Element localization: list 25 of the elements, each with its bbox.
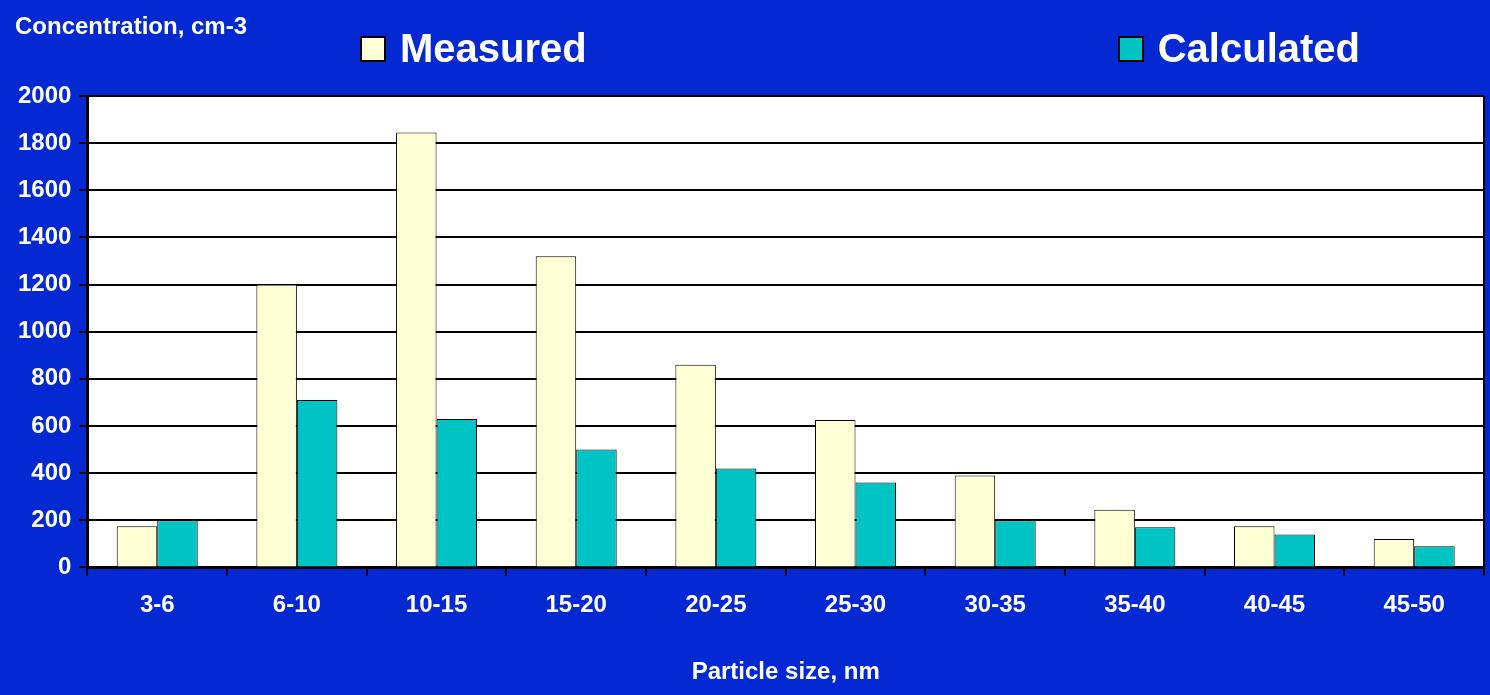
- y-tick-label: 0: [58, 552, 72, 580]
- x-tick-label: 15-20: [545, 590, 607, 618]
- y-tick-label: 1400: [18, 222, 72, 250]
- y-tick-label: 800: [31, 363, 72, 391]
- x-tick-label: 6-10: [272, 590, 321, 618]
- x-tick-label: 30-35: [964, 590, 1026, 618]
- y-axis-title: Concentration, cm-3: [14, 11, 248, 41]
- y-tick-label: 1200: [18, 269, 72, 297]
- y-tick-label: 2000: [18, 80, 72, 108]
- y-tick-label: 1800: [18, 127, 72, 155]
- y-tick-label: 200: [31, 504, 72, 532]
- x-tick-label: 35-40: [1104, 590, 1166, 618]
- x-tick-label: 40-45: [1243, 590, 1306, 618]
- legend-label: Calculated: [1157, 26, 1360, 71]
- x-tick-label: 10-15: [405, 590, 468, 618]
- x-axis-title: Particle size, nm: [691, 657, 880, 685]
- y-tick-label: 1000: [18, 316, 72, 344]
- y-tick-label: 1600: [18, 174, 72, 202]
- x-tick-label: 3-6: [139, 590, 175, 618]
- y-tick-label: 400: [31, 457, 72, 485]
- x-tick-label: 45-50: [1383, 590, 1445, 618]
- x-tick-label: 25-30: [824, 590, 887, 618]
- y-tick-label: 600: [31, 410, 72, 438]
- x-tick-label: 20-25: [685, 590, 747, 618]
- legend-label: Measured: [400, 26, 587, 71]
